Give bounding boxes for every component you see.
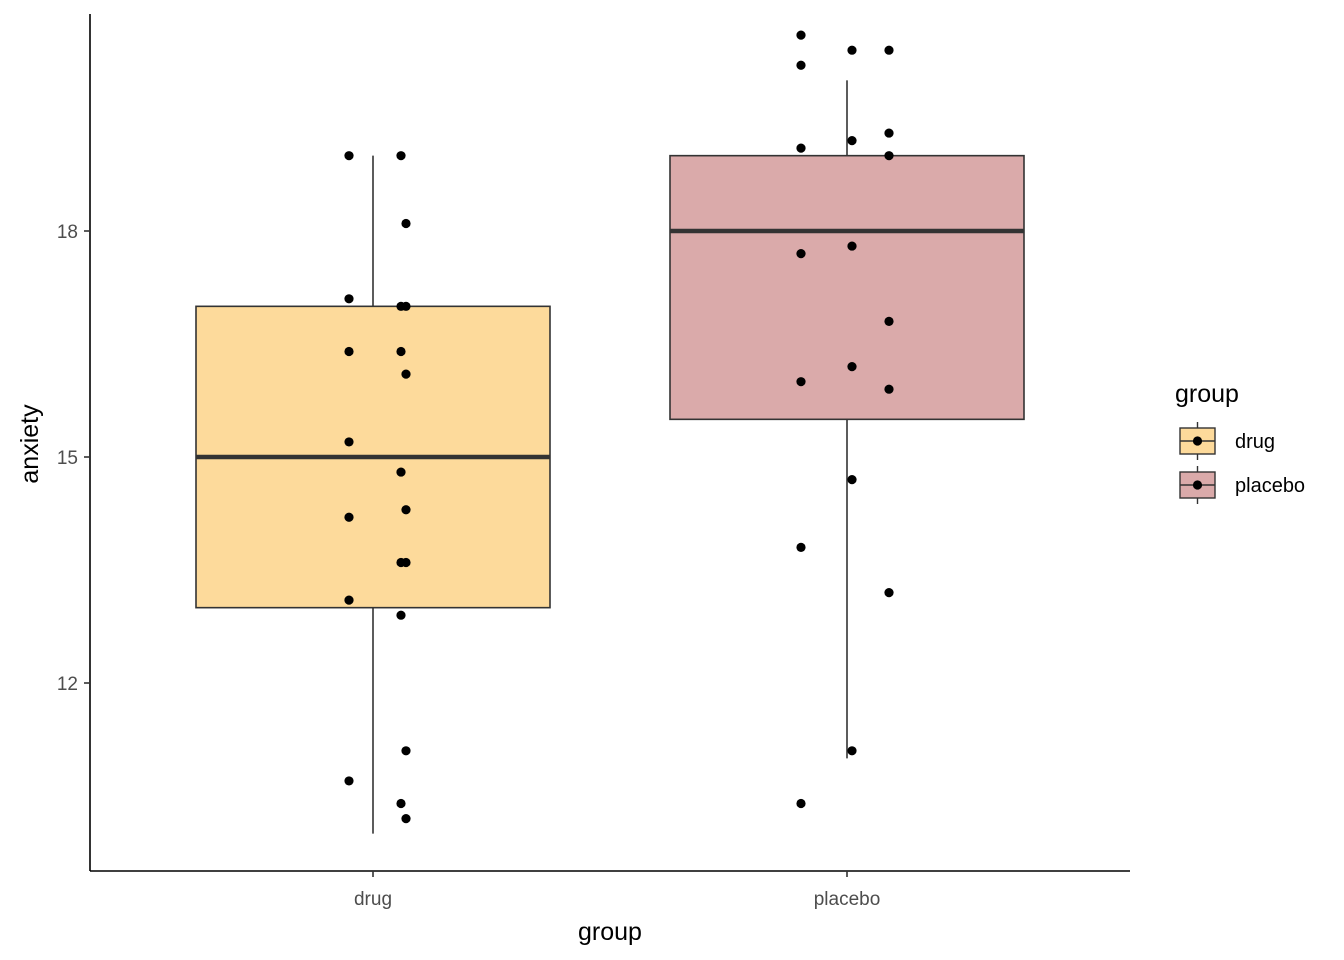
data-point xyxy=(344,595,354,605)
axes: 12 15 18 drug placebo xyxy=(57,14,1130,910)
data-point xyxy=(884,128,894,138)
data-point xyxy=(796,30,806,40)
box-placebo xyxy=(669,154,1025,421)
y-tick-label: 15 xyxy=(57,448,78,469)
data-point xyxy=(396,610,406,620)
data-point xyxy=(796,798,806,809)
data-point xyxy=(344,437,354,447)
data-point xyxy=(796,249,806,259)
x-tick-label: placebo xyxy=(814,889,881,910)
data-point xyxy=(796,60,806,70)
data-point xyxy=(884,45,894,55)
data-point xyxy=(884,316,894,326)
legend-label-placebo: placebo xyxy=(1235,475,1305,497)
data-point xyxy=(344,151,354,161)
plot-area xyxy=(195,30,1025,834)
data-point xyxy=(401,746,411,756)
x-axis-title: group xyxy=(578,918,642,946)
data-point xyxy=(396,798,406,809)
data-point xyxy=(796,143,806,153)
data-point xyxy=(884,588,894,598)
data-point xyxy=(396,346,406,357)
data-point xyxy=(847,475,857,485)
data-point xyxy=(401,218,411,229)
x-tick-label: drug xyxy=(354,889,392,910)
data-point xyxy=(884,384,894,394)
data-point xyxy=(344,294,354,304)
legend-key-point xyxy=(1192,436,1203,446)
data-point xyxy=(401,557,411,568)
data-point xyxy=(847,746,857,756)
y-tick-label: 12 xyxy=(57,674,78,695)
data-point xyxy=(796,542,806,553)
legend-label-drug: drug xyxy=(1235,431,1275,453)
data-point xyxy=(396,467,406,477)
legend-title: group xyxy=(1175,380,1239,408)
legend-key-point xyxy=(1192,480,1203,490)
data-point xyxy=(847,136,857,146)
data-point xyxy=(401,814,411,824)
legend: group drug placebo xyxy=(1175,380,1305,504)
data-point xyxy=(401,301,411,311)
data-point xyxy=(796,377,806,387)
data-point xyxy=(344,346,354,357)
data-point xyxy=(344,776,354,786)
data-point xyxy=(344,512,354,522)
data-point xyxy=(884,151,894,161)
data-point xyxy=(847,45,857,55)
data-point xyxy=(847,362,857,372)
y-tick-label: 18 xyxy=(57,222,78,243)
data-point xyxy=(401,505,411,515)
data-point xyxy=(401,369,411,379)
data-point xyxy=(847,241,857,251)
y-axis-title: anxiety xyxy=(16,404,44,484)
data-point xyxy=(396,151,406,161)
